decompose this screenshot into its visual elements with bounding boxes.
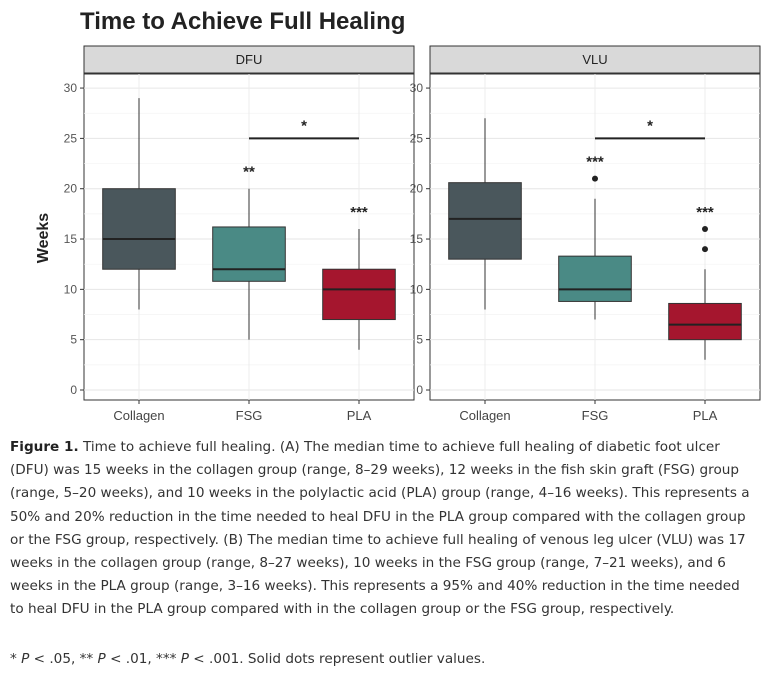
y-tick-label: 15: [64, 232, 78, 246]
x-tick-label: FSG: [582, 408, 609, 423]
footnote-p2-text: < .01, ***: [105, 651, 181, 667]
box-fsg: [558, 255, 632, 302]
panel-strip: [429, 45, 761, 74]
bracket-label: *: [301, 117, 307, 134]
y-tick-label: 30: [410, 81, 424, 95]
caption-text: Time to achieve full healing. (A) The me…: [10, 439, 750, 618]
panel-strip-label: VLU: [582, 52, 607, 67]
y-tick-label: 5: [70, 333, 77, 347]
y-tick-label: 30: [64, 81, 78, 95]
footnote-p1-text: < .05, **: [29, 651, 98, 667]
panel-strip-label: DFU: [236, 52, 263, 67]
x-tick-label: Collagen: [459, 408, 510, 423]
panel-strip: [83, 45, 415, 74]
y-tick-label: 20: [64, 182, 78, 196]
significance-stars: ***: [350, 204, 368, 221]
x-tick-label: Collagen: [113, 408, 164, 423]
figure-label: Figure 1.: [10, 439, 79, 455]
significance-stars: ***: [586, 154, 604, 171]
outlier-point: [702, 225, 708, 232]
bracket-label: *: [647, 117, 653, 134]
box-collagen: [102, 188, 176, 270]
y-tick-label: 0: [416, 383, 423, 397]
chart-title: Time to Achieve Full Healing: [80, 8, 406, 35]
y-tick-label: 15: [410, 232, 424, 246]
y-tick-label: 25: [64, 131, 78, 145]
significance-footnote: * P < .05, ** P < .01, *** P < .001. Sol…: [10, 648, 752, 670]
figure-caption: Figure 1. Time to achieve full healing. …: [10, 436, 752, 622]
footnote-p1-var: P: [21, 651, 30, 667]
outlier-point: [702, 246, 708, 253]
significance-stars: **: [243, 164, 255, 181]
x-tick-label: PLA: [693, 408, 718, 423]
y-tick-label: 10: [64, 282, 78, 296]
x-tick-label: PLA: [347, 408, 372, 423]
box-collagen: [448, 182, 522, 260]
y-axis-label: Weeks: [35, 213, 52, 264]
x-tick-label: FSG: [236, 408, 263, 423]
box-pla: [322, 268, 396, 321]
y-tick-label: 0: [70, 383, 77, 397]
y-tick-label: 20: [410, 182, 424, 196]
y-tick-label: 5: [416, 333, 423, 347]
significance-stars: ***: [696, 204, 714, 221]
footnote-p3-var: P: [180, 651, 189, 667]
outlier-point: [592, 175, 598, 182]
box-fsg: [212, 226, 286, 282]
y-tick-label: 10: [410, 282, 424, 296]
footnote-p1: *: [10, 651, 22, 667]
footnote-p2-var: P: [97, 651, 106, 667]
box-pla: [668, 302, 742, 341]
y-tick-label: 25: [410, 131, 424, 145]
footnote-p3-text: < .001. Solid dots represent outlier val…: [188, 651, 486, 667]
